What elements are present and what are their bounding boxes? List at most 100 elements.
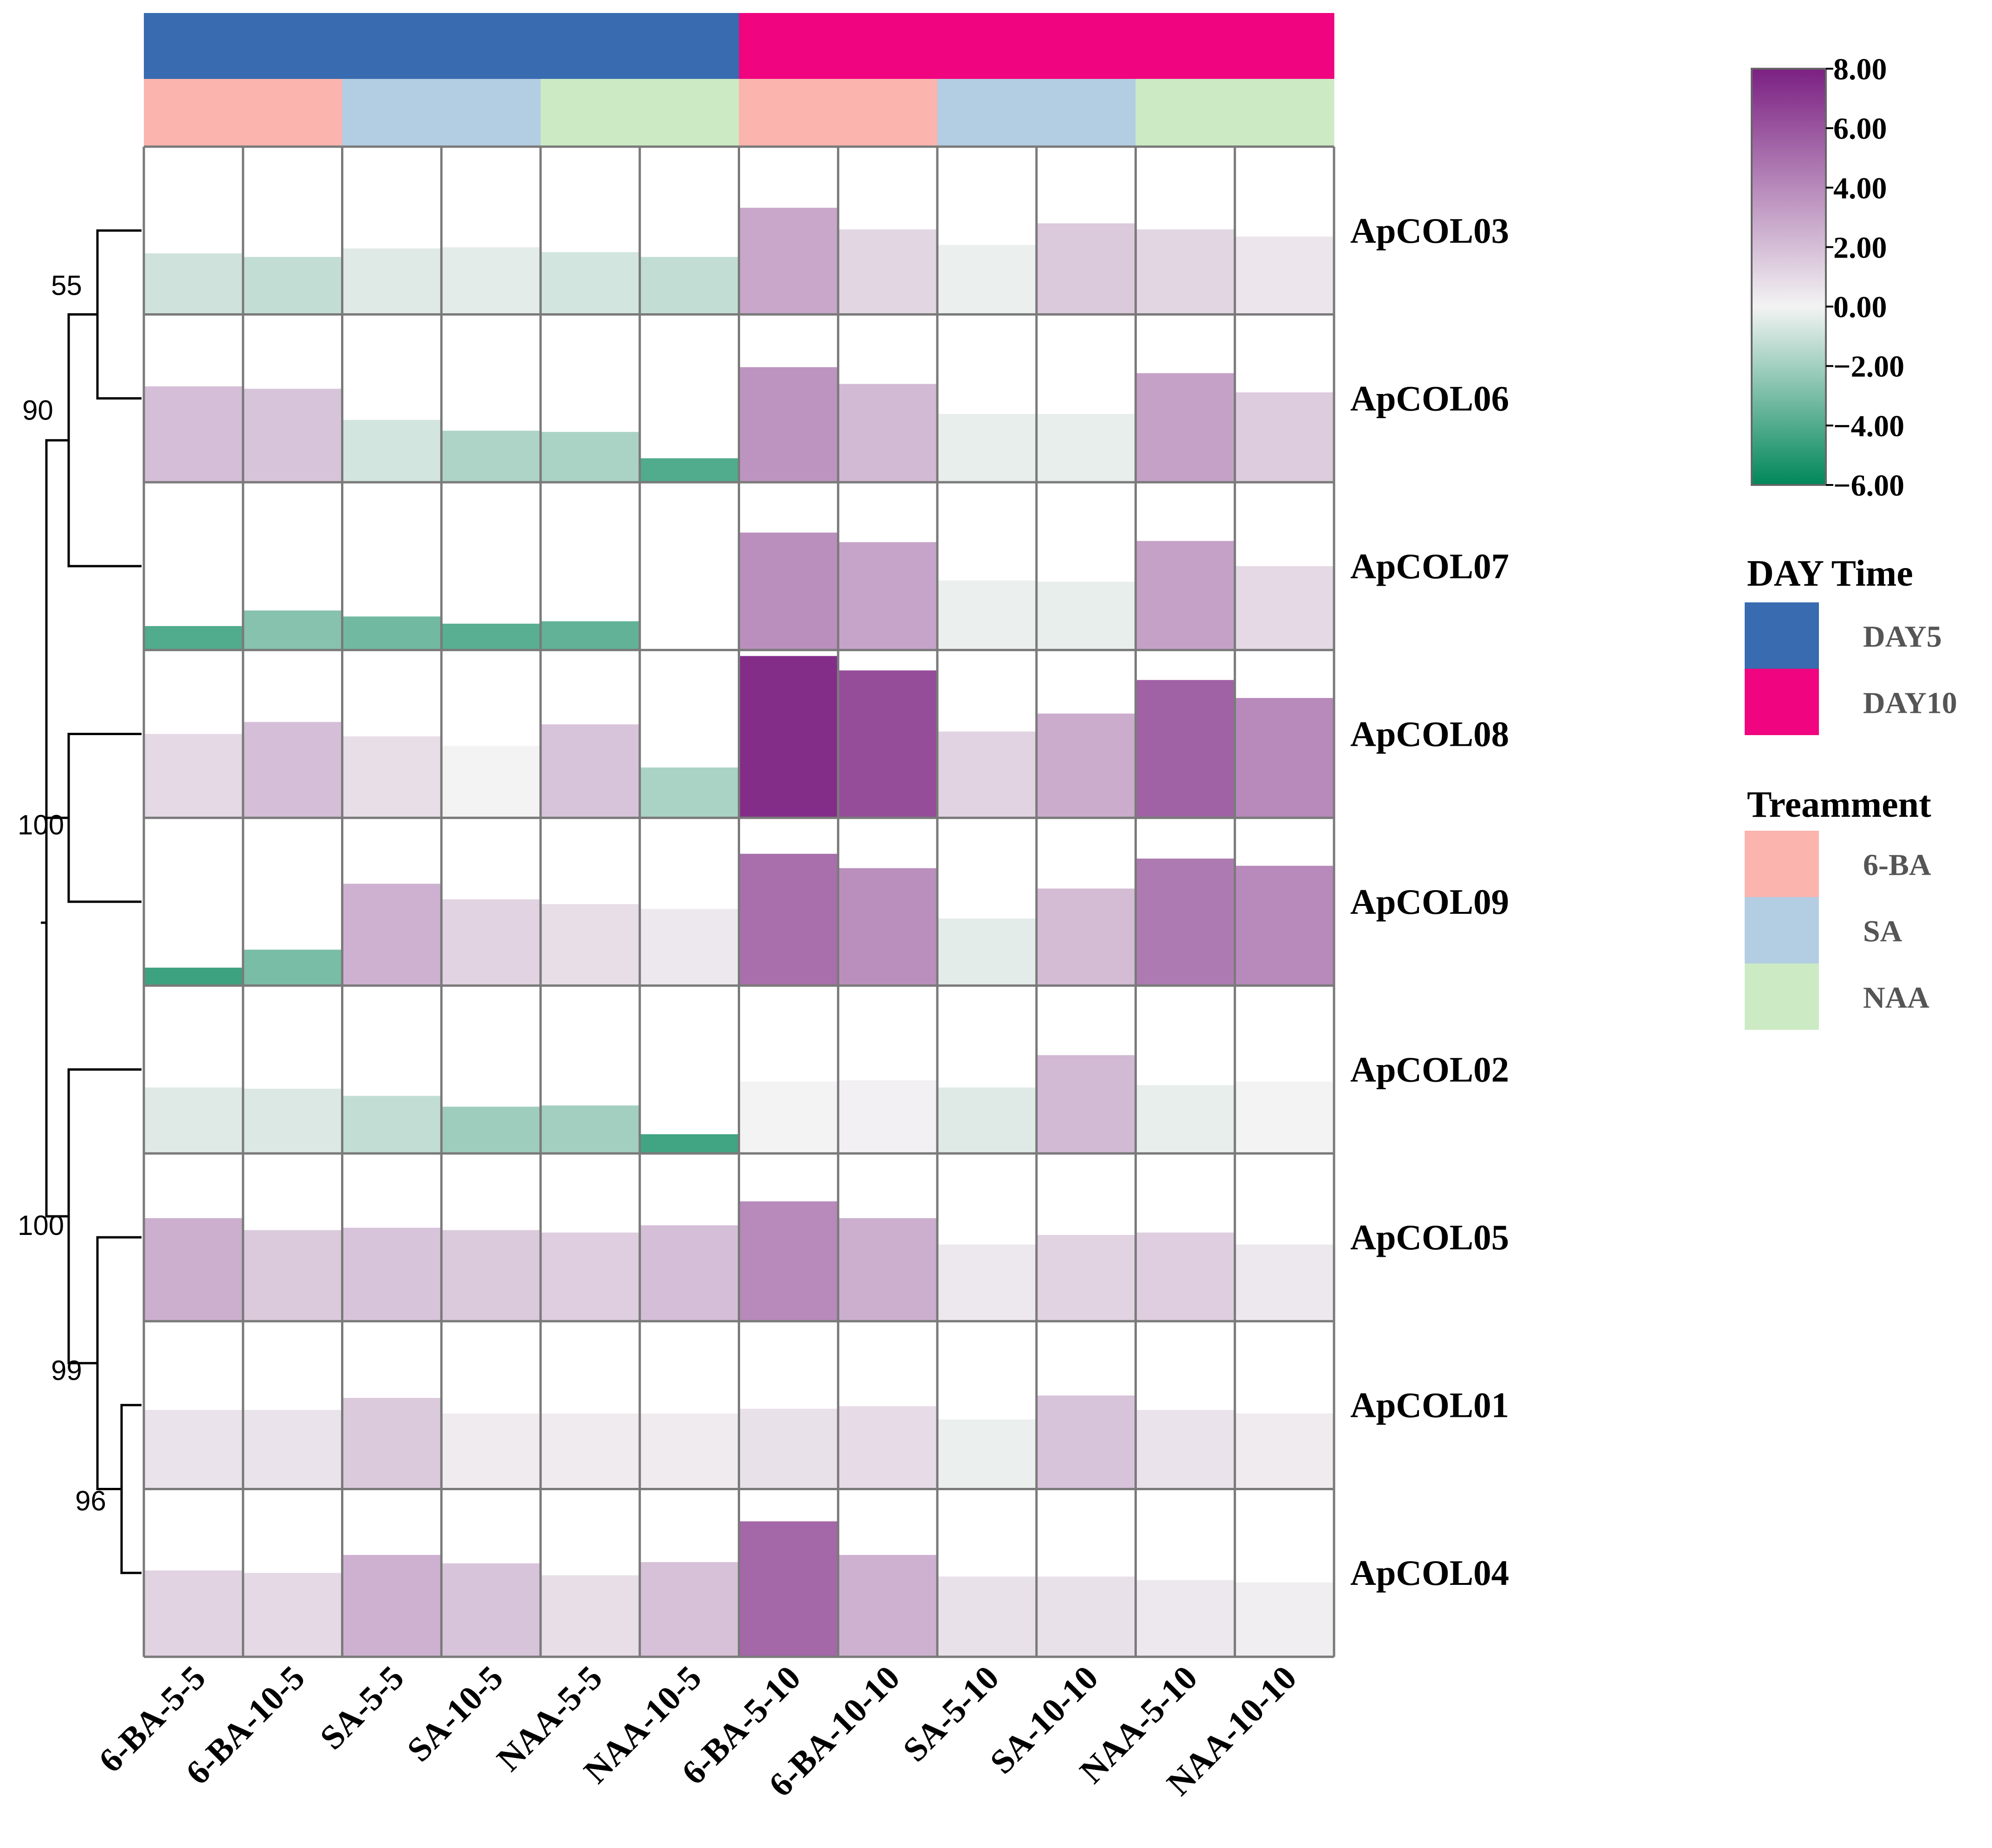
color-scale-tick-label: 4.00 (1833, 171, 1887, 205)
heatmap-cell (342, 248, 442, 315)
heatmap-cell (1235, 1413, 1334, 1489)
heatmap-cell (144, 253, 243, 315)
heatmap-cell (838, 670, 937, 818)
color-scale-tick-label: 6.00 (1833, 112, 1887, 146)
heatmap-cell (1235, 1582, 1334, 1657)
heatmap-cell (838, 868, 937, 986)
heatmap-cell (1135, 1409, 1235, 1489)
heatmap-cell (342, 884, 442, 986)
heatmap-cell (1135, 1085, 1235, 1154)
heatmap-cell (541, 1232, 640, 1321)
annotation-legends: DAY Time DAY5 DAY10 Treamment 6-BA SA NAA (1745, 553, 1957, 1030)
annotation-cell-0-2 (342, 13, 442, 79)
heatmap-cell (342, 1228, 442, 1321)
heatmap-cell (838, 229, 937, 315)
row-dendrogram: 55 90 100 96 99 100 (18, 229, 142, 1574)
heatmap-cell (937, 414, 1037, 483)
heatmap-cell (144, 1087, 243, 1154)
heatmap-cell (144, 626, 243, 650)
bootstrap-support-label: 96 (75, 1485, 106, 1516)
heatmap-cell (1135, 1580, 1235, 1657)
heatmap-cell (243, 257, 342, 315)
heatmap-cell (739, 532, 838, 650)
legend-swatch (1745, 831, 1819, 897)
heatmap-cell (243, 1573, 342, 1657)
legend-entry-label: DAY10 (1863, 686, 1957, 720)
heatmap-cell (243, 388, 342, 483)
heatmap-cell (541, 904, 640, 986)
heatmap-cell (1135, 229, 1235, 315)
bootstrap-support-label: 99 (51, 1355, 82, 1386)
heatmap-cells (144, 207, 1334, 1657)
heatmap-cell (739, 1081, 838, 1154)
heatmap-cell (1235, 1244, 1334, 1321)
legend-entry-label: SA (1863, 915, 1902, 949)
heatmap-cell (1036, 223, 1136, 315)
row-label-apcol06: ApCOL06 (1350, 378, 1509, 418)
heatmap-cell (441, 623, 541, 650)
annotation-cell-0-9 (1036, 13, 1136, 79)
heatmap-cell (243, 722, 342, 818)
legend-entry-label: DAY5 (1863, 620, 1942, 654)
heatmap-cell (937, 580, 1037, 650)
heatmap-cell (1235, 236, 1334, 315)
heatmap-cell (1036, 414, 1136, 483)
heatmap-cell (1135, 1232, 1235, 1321)
dendrogram-branch (45, 629, 69, 1218)
annotation-cell-1-1 (243, 79, 343, 147)
legend-title: DAY Time (1747, 553, 1913, 594)
heatmap-cell (838, 1406, 937, 1489)
heatmap-cell (441, 431, 541, 483)
heatmap-cell (541, 1413, 640, 1489)
dendrogram-branch (96, 1236, 142, 1490)
dendrogram-branch (67, 313, 142, 568)
heatmap-cell (937, 1419, 1037, 1489)
heatmap-grid (142, 145, 1335, 1658)
annotation-cell-0-7 (838, 13, 938, 79)
color-scale-bar (1751, 68, 1827, 486)
legend-swatch (1745, 669, 1819, 735)
heatmap-cell (541, 432, 640, 483)
row-label-apcol01: ApCOL01 (1350, 1385, 1509, 1425)
annotation-cell-0-1 (243, 13, 343, 79)
annotation-cell-1-9 (1036, 79, 1136, 147)
legend-swatch (1745, 963, 1819, 1030)
heatmap-cell (639, 1225, 739, 1321)
heatmap-cell (937, 1087, 1037, 1154)
legend-swatch (1745, 897, 1819, 963)
heatmap-cell (342, 420, 442, 483)
heatmap-cell (441, 899, 541, 986)
heatmap-cell (639, 1562, 739, 1657)
row-label-apcol07: ApCOL07 (1350, 546, 1509, 586)
legend-swatch (1745, 602, 1819, 669)
color-scale-tick-label: 8.00 (1833, 52, 1887, 86)
heatmap-cell (342, 616, 442, 650)
color-scale-tick-label: 2.00 (1833, 231, 1887, 265)
color-scale-tick-label: −6.00 (1833, 469, 1904, 503)
heatmap-cell (441, 1106, 541, 1154)
color-scale-tick-label: −2.00 (1833, 350, 1904, 384)
heatmap-cell (1235, 1081, 1334, 1154)
heatmap-cell (541, 1575, 640, 1657)
heatmap-cell (441, 247, 541, 315)
bootstrap-support-label: 55 (51, 270, 82, 301)
heatmap-cell (441, 1413, 541, 1489)
annotation-cell-1-8 (937, 79, 1037, 147)
color-scale-tick-label: 0.00 (1833, 291, 1887, 324)
annotation-cell-0-3 (441, 13, 541, 79)
legend-entry-label: NAA (1863, 981, 1929, 1015)
row-label-apcol04: ApCOL04 (1350, 1553, 1509, 1593)
annotation-cell-0-6 (739, 13, 838, 79)
heatmap-cell (739, 207, 838, 315)
legend-entry-label: 6-BA (1863, 848, 1931, 882)
heatmap-cell (441, 1230, 541, 1321)
annotation-cell-1-5 (639, 79, 740, 147)
heatmap-cell (739, 853, 838, 986)
heatmap-cell (144, 968, 243, 986)
bootstrap-support-label: 100 (18, 1210, 64, 1241)
heatmap-cell (1235, 392, 1334, 483)
heatmap-cell (937, 731, 1037, 818)
heatmap-cell (243, 1230, 342, 1321)
heatmap-cell (937, 245, 1037, 315)
